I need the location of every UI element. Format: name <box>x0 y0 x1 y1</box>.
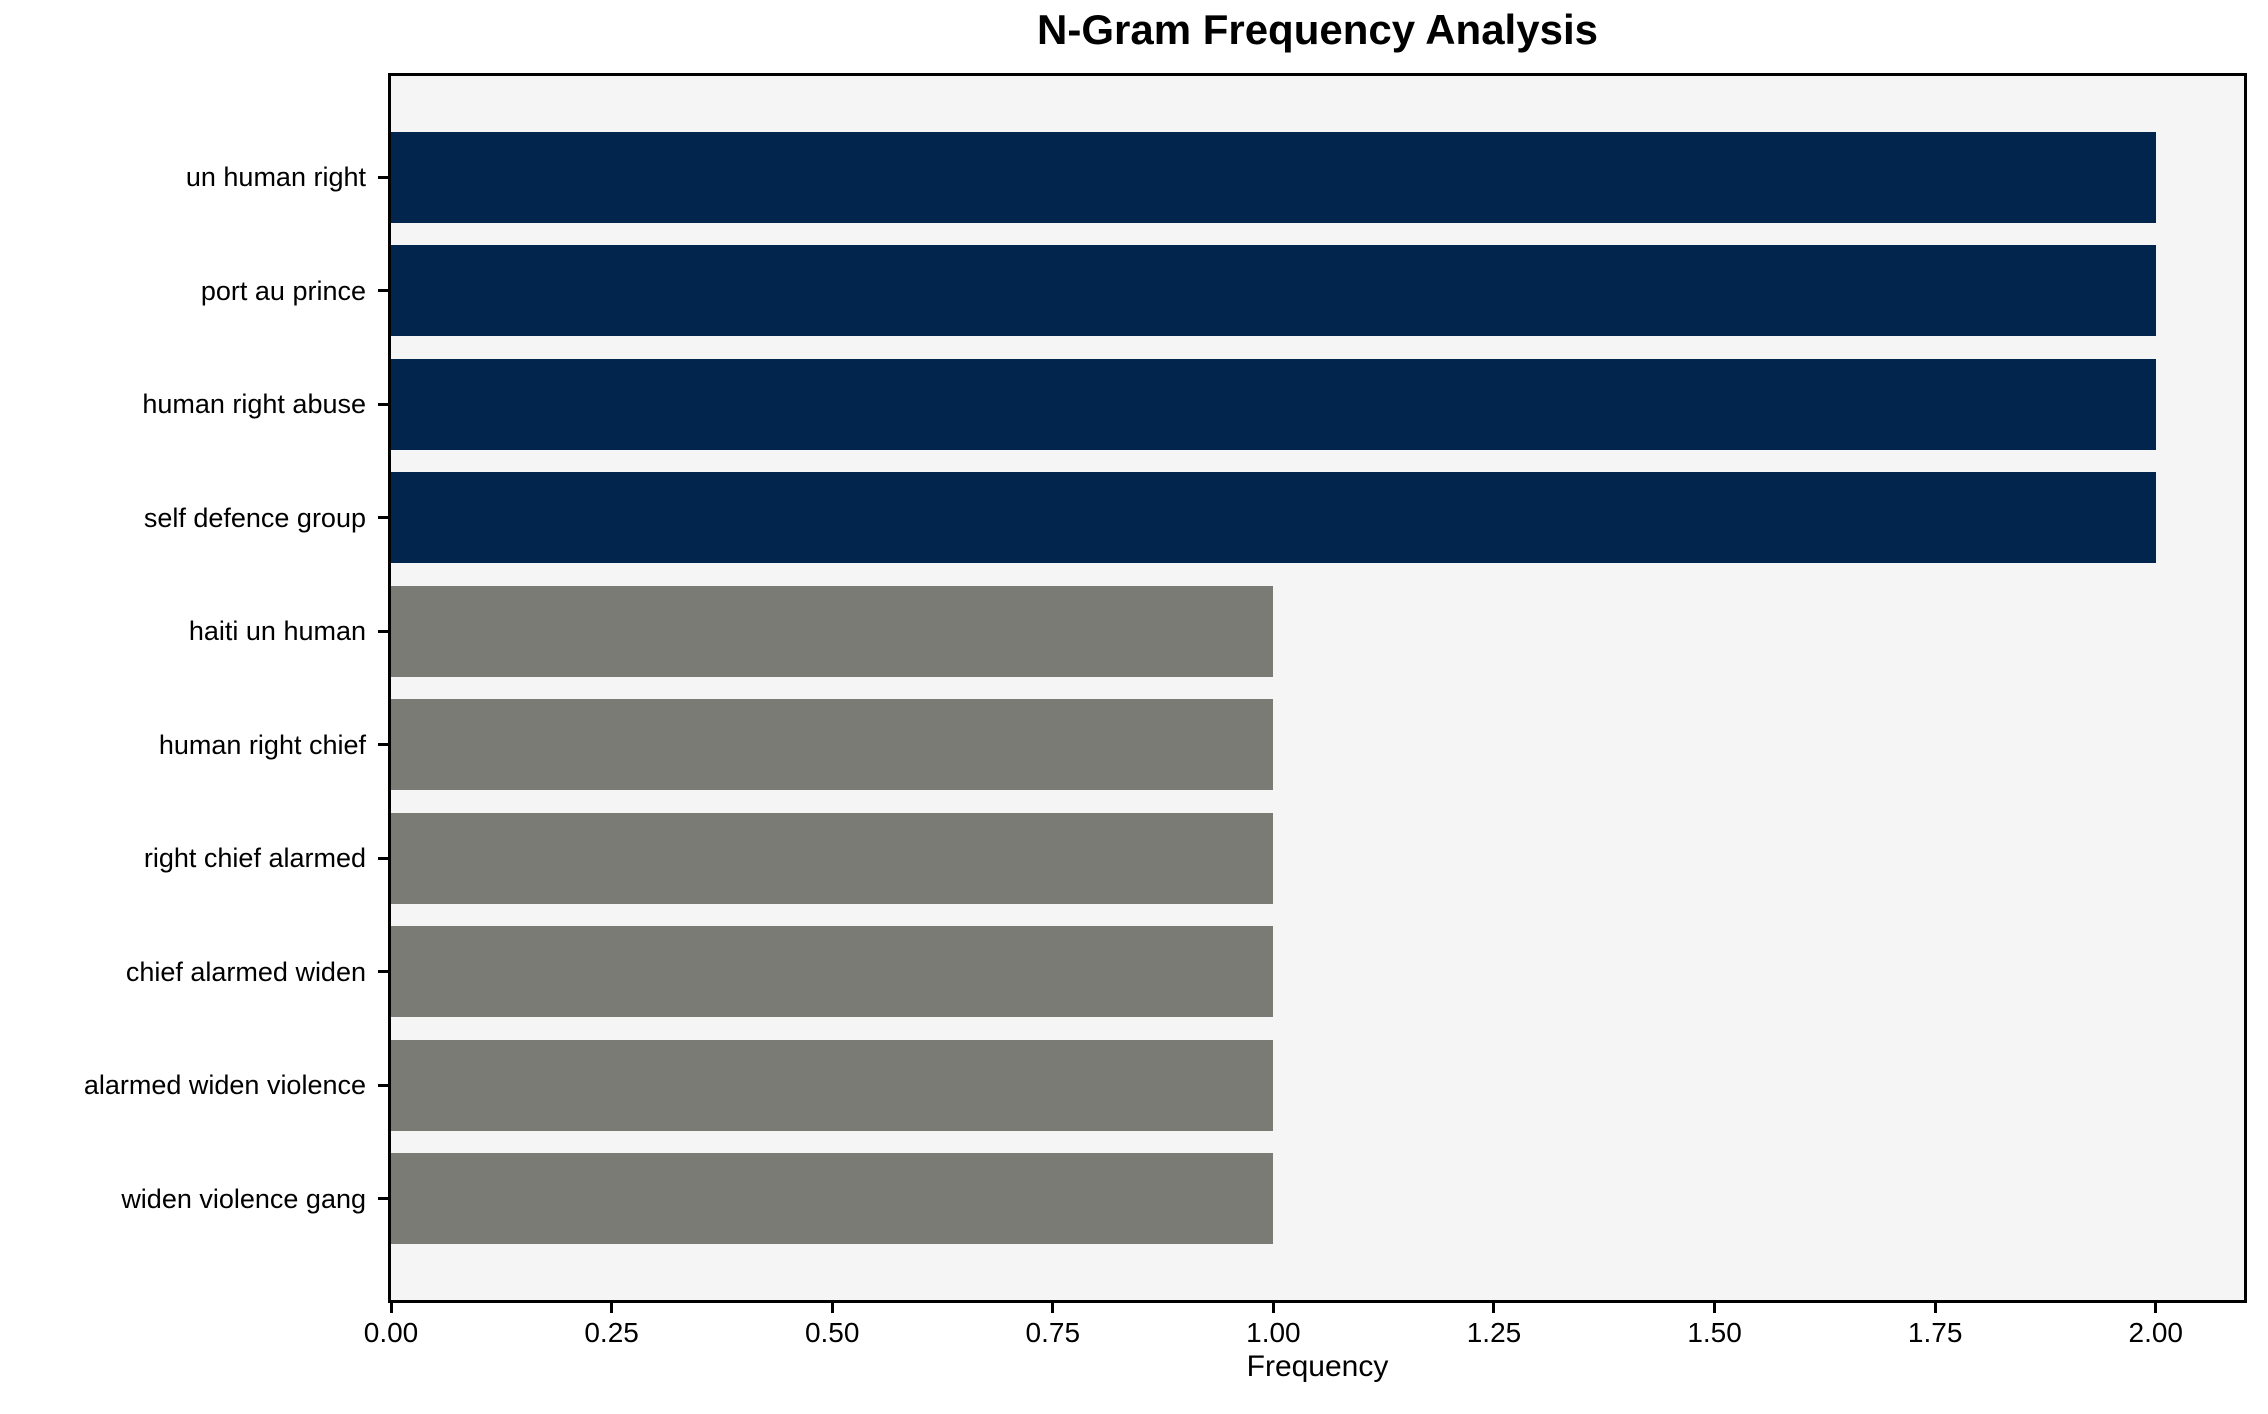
x-axis-label: Frequency <box>1246 1350 1389 1383</box>
x-axis-tick <box>1713 1303 1717 1313</box>
x-tick-label: 1.00 <box>1246 1317 1301 1348</box>
x-axis-tick <box>1933 1303 1937 1313</box>
y-axis-labels: un human right port au prince human right … <box>0 76 366 1300</box>
y-axis-tick <box>378 1083 388 1087</box>
x-tick-label: 0.25 <box>584 1317 639 1348</box>
y-tick-label: haiti un human <box>188 616 366 647</box>
bar <box>391 585 1274 677</box>
bar <box>391 131 2156 223</box>
x-axis-tick <box>1051 1303 1055 1313</box>
y-tick-label: human right abuse <box>142 389 366 420</box>
y-axis-tick <box>378 629 388 633</box>
x-axis-tick <box>830 1303 834 1313</box>
x-tick-label: 0.50 <box>804 1317 860 1348</box>
y-axis-tick <box>378 175 388 179</box>
bar <box>391 1153 1274 1245</box>
x-axis-tick <box>2154 1303 2158 1313</box>
y-tick-label: chief alarmed widen <box>125 956 366 987</box>
y-tick-label: port au prince <box>200 275 366 306</box>
y-tick-label: un human right <box>185 162 366 193</box>
bar <box>391 472 2156 564</box>
bar <box>391 358 2156 450</box>
x-tick-label: 1.50 <box>1687 1317 1742 1348</box>
y-axis-tick <box>378 516 388 520</box>
x-tick-label: 0.75 <box>1025 1317 1081 1348</box>
plot-area <box>388 73 2247 1303</box>
y-axis-tick <box>378 970 388 974</box>
x-axis-tick <box>610 1303 614 1313</box>
y-tick-label: alarmed widen violence <box>83 1070 366 1101</box>
y-tick-label: human right chief <box>158 729 366 760</box>
chart-title: N-Gram Frequency Analysis <box>1037 6 1598 53</box>
bar <box>391 699 1274 791</box>
x-axis-tick <box>389 1303 393 1313</box>
x-tick-label: 0.00 <box>363 1317 419 1348</box>
y-axis-tick <box>378 856 388 860</box>
y-tick-label: self defence group <box>143 502 366 533</box>
bar <box>391 926 1274 1018</box>
bar <box>391 812 1274 904</box>
bar <box>391 1039 1274 1131</box>
y-axis-tick <box>378 1197 388 1201</box>
x-axis-tick <box>1492 1303 1496 1313</box>
bar <box>391 245 2156 337</box>
y-axis-tick <box>378 402 388 406</box>
y-tick-label: widen violence gang <box>121 1183 366 1214</box>
x-tick-label: 1.75 <box>1907 1317 1963 1348</box>
y-tick-label: right chief alarmed <box>143 843 366 874</box>
y-axis-tick <box>378 289 388 293</box>
x-axis-tick <box>1271 1303 1275 1313</box>
x-tick-label: 1.25 <box>1466 1317 1522 1348</box>
y-axis-tick <box>378 743 388 747</box>
x-tick-label: 2.00 <box>2128 1317 2184 1348</box>
